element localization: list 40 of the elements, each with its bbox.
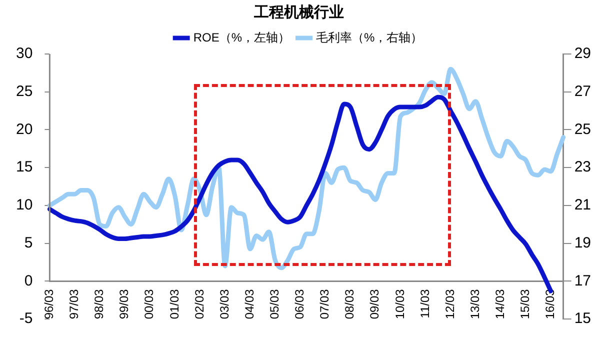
x-tick-label: 03/03: [217, 288, 232, 320]
x-tick-label: 02/03: [192, 288, 206, 320]
x-tick-label: 98/03: [92, 288, 106, 320]
y2-tick-label: 17: [574, 272, 592, 290]
y2-tick-label: 25: [574, 120, 592, 138]
x-tick-label: 14/03: [492, 288, 507, 320]
x-tick-label: 01/03: [167, 288, 182, 320]
x-tick-label: 11/03: [418, 288, 432, 318]
x-tick-label: 04/03: [242, 288, 256, 320]
y-tick-label: 15: [16, 158, 33, 176]
x-tick-label: 10/03: [392, 288, 407, 320]
y2-tick-label: 19: [574, 234, 592, 252]
y-tick-label: 30: [16, 45, 33, 62]
y-tick-label: 5: [24, 234, 33, 252]
y2-tick-label: 21: [574, 196, 592, 214]
legend-label: 毛利率（%，右轴）: [316, 30, 423, 44]
y2-tick-label: 27: [574, 83, 592, 100]
x-tick-label: 99/03: [117, 288, 132, 320]
x-tick-label: 07/03: [318, 288, 332, 320]
x-tick-label: 08/03: [342, 288, 357, 320]
y2-tick-label: 23: [574, 158, 592, 176]
y-tick-label: 20: [16, 120, 33, 138]
x-tick-label: 00/03: [142, 288, 156, 320]
x-tick-label: 97/03: [67, 288, 82, 320]
legend-label: ROE（%，左轴）: [193, 30, 290, 44]
y-tick-label: 10: [16, 196, 33, 214]
y-tick-label: -5: [19, 310, 33, 328]
x-tick-label: 96/03: [42, 288, 56, 320]
x-tick-label: 06/03: [292, 288, 307, 320]
y-tick-label: 25: [16, 83, 33, 100]
y-tick-label: 0: [24, 272, 33, 290]
y2-tick-label: 15: [574, 310, 592, 328]
x-tick-label: 15/03: [518, 288, 532, 320]
chart-title: 工程机械行业: [253, 4, 344, 22]
x-tick-label: 12/03: [442, 288, 457, 320]
line-series: [47, 66, 566, 270]
y2-tick-label: 29: [574, 45, 592, 62]
x-tick-label: 05/03: [267, 288, 282, 320]
x-tick-label: 13/03: [468, 288, 482, 320]
x-tick-label: 09/03: [368, 288, 382, 320]
